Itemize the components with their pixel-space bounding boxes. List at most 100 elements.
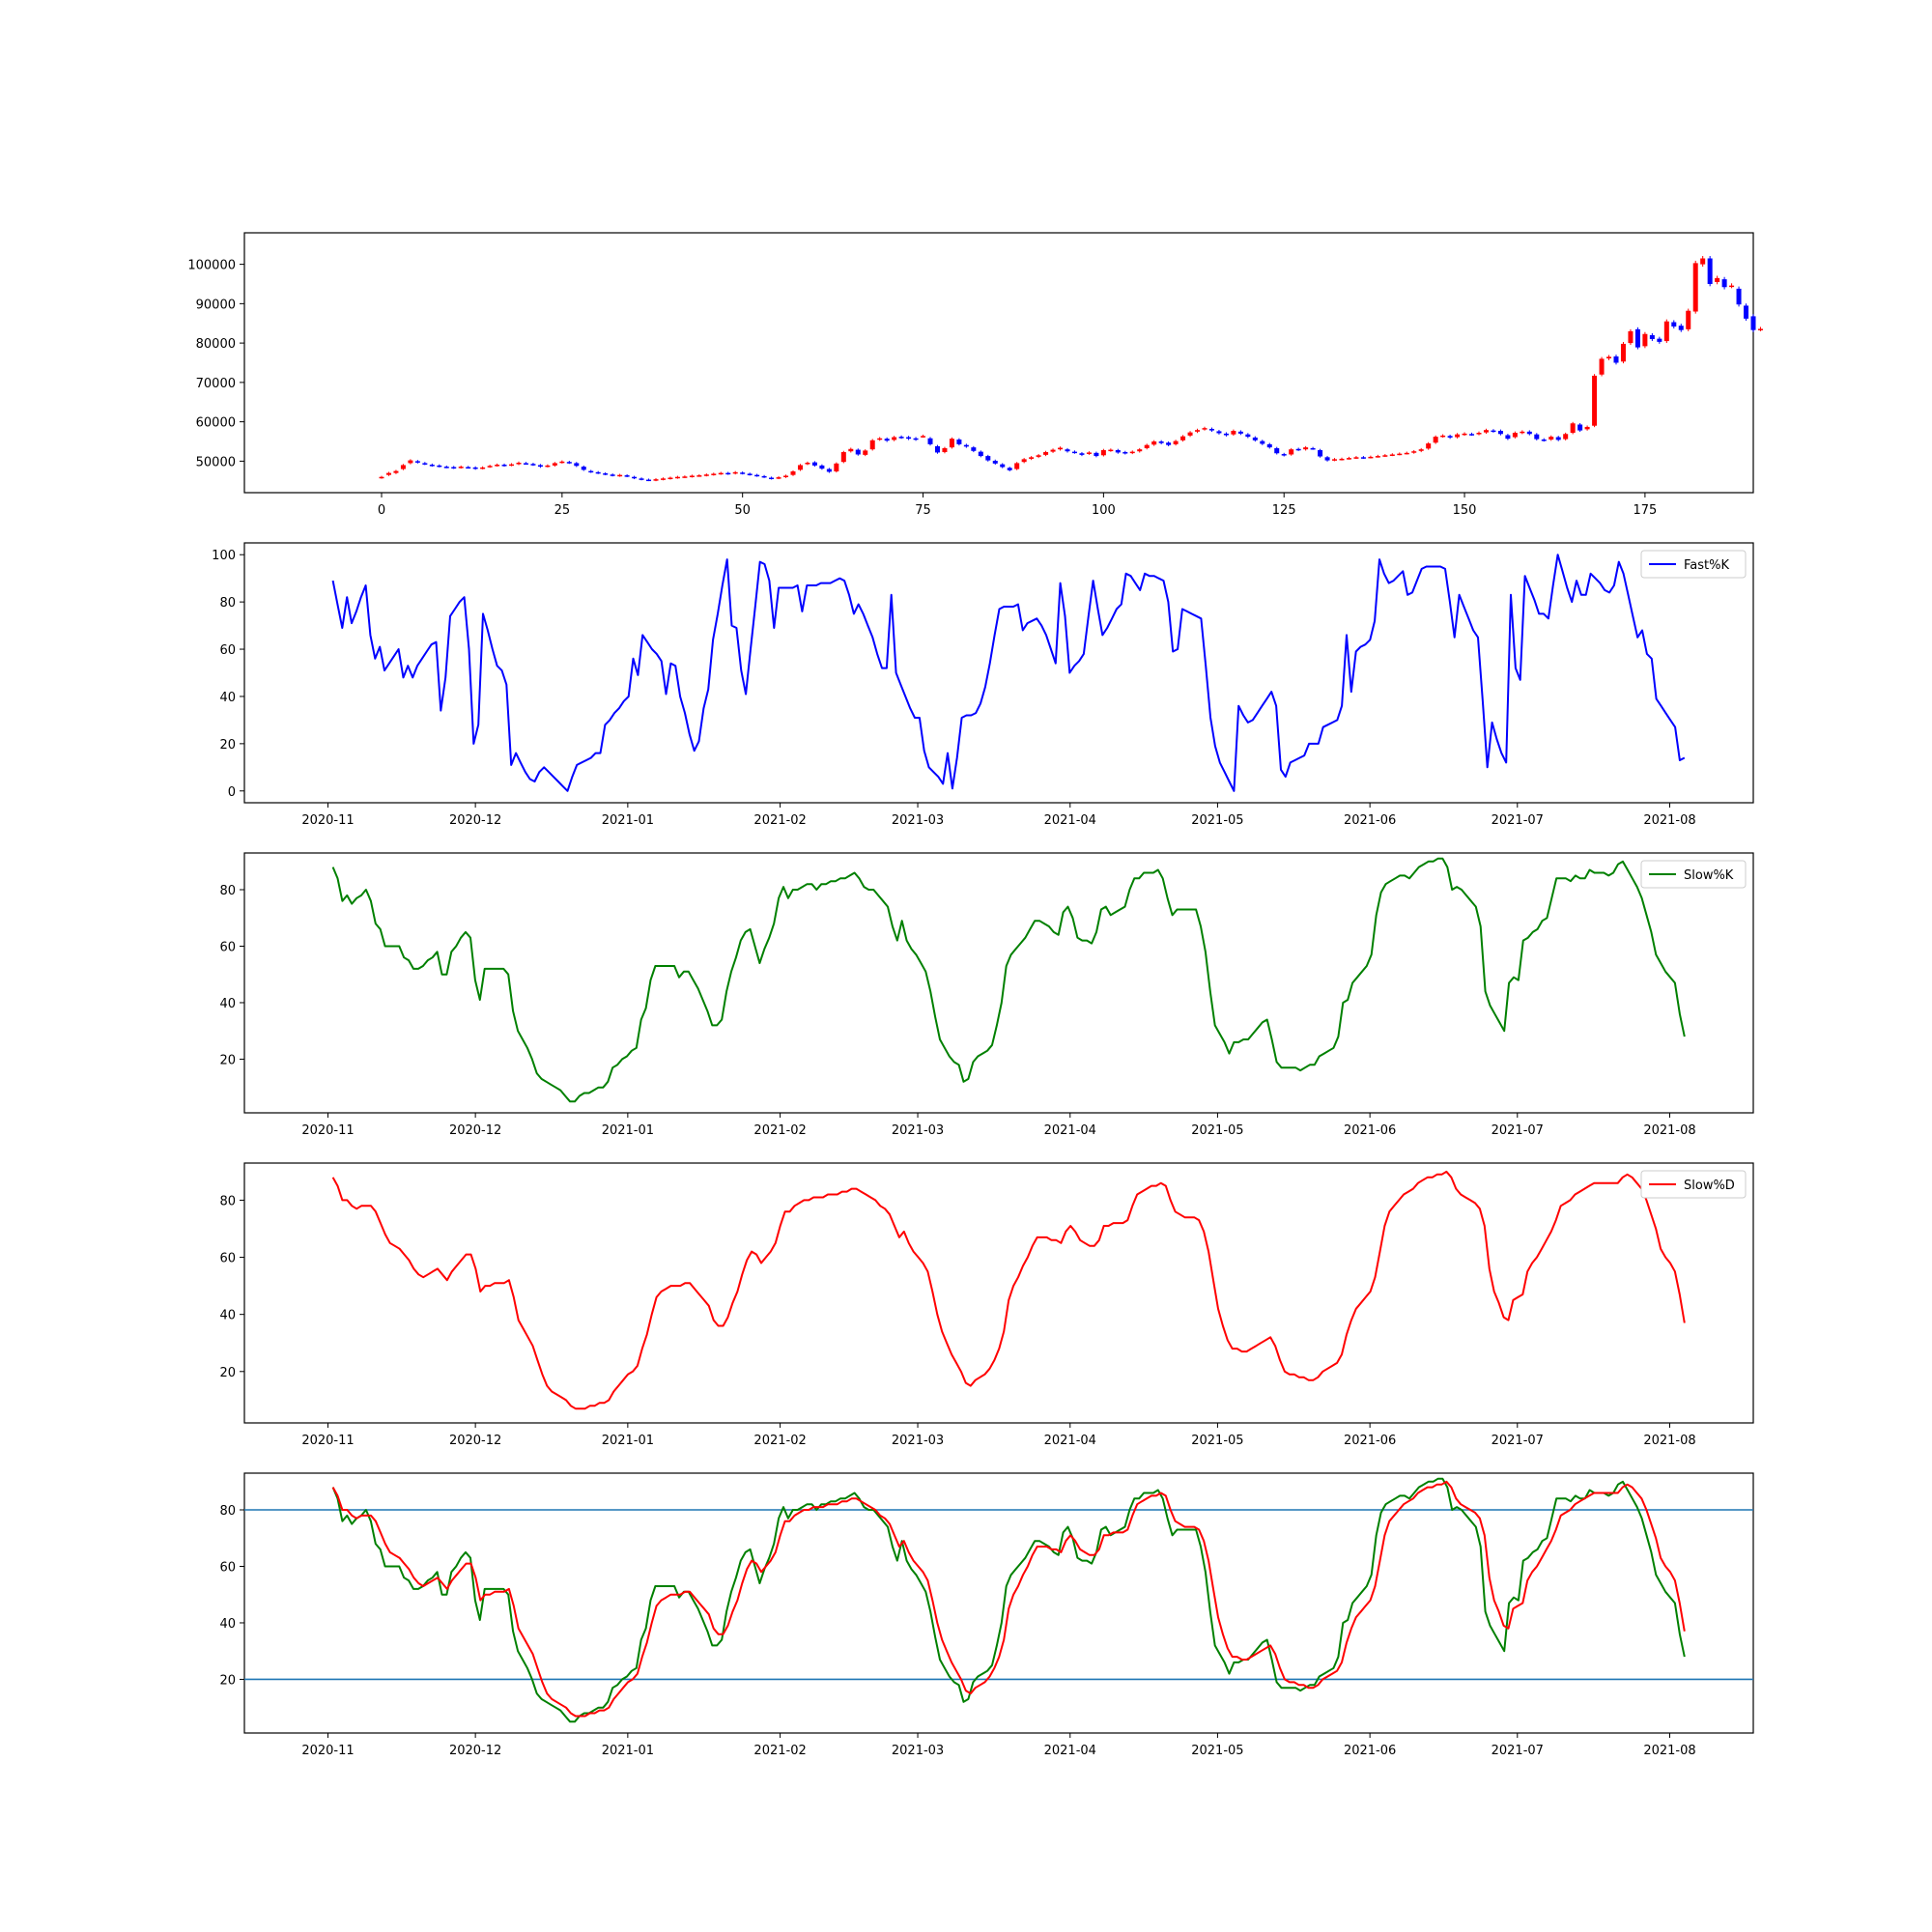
x-tick-label: 2021-03 bbox=[892, 1123, 944, 1138]
candle-body bbox=[1577, 424, 1583, 431]
candle-body bbox=[1137, 449, 1143, 452]
x-tick-label: 2021-01 bbox=[602, 1434, 654, 1448]
candle-body bbox=[1231, 431, 1236, 435]
candle-body bbox=[892, 437, 897, 440]
candle-body bbox=[1129, 451, 1135, 454]
candle-body bbox=[992, 460, 998, 464]
candle-body bbox=[1584, 426, 1590, 430]
candle-body bbox=[1079, 453, 1085, 455]
candle-body bbox=[855, 449, 861, 455]
candle-body bbox=[624, 475, 630, 477]
candle-body bbox=[530, 464, 536, 466]
candle-body bbox=[495, 465, 500, 467]
candle-body bbox=[1512, 433, 1518, 438]
x-tick-label: 2021-07 bbox=[1492, 1434, 1544, 1448]
candle-body bbox=[689, 475, 695, 477]
candle-body bbox=[1195, 430, 1201, 432]
x-tick-label: 2021-03 bbox=[892, 1744, 944, 1758]
series-line bbox=[331, 857, 1686, 1103]
candle-body bbox=[1555, 437, 1561, 440]
candle-body bbox=[776, 477, 781, 479]
series-line bbox=[331, 554, 1686, 792]
y-tick-label: 60 bbox=[219, 643, 236, 658]
candle-body bbox=[1180, 436, 1186, 440]
candle-body bbox=[537, 465, 543, 468]
candle-body bbox=[1750, 316, 1756, 330]
candle-body bbox=[1029, 457, 1035, 459]
candle-body bbox=[906, 437, 912, 440]
y-tick-label: 80000 bbox=[196, 337, 236, 352]
candle-body bbox=[1736, 288, 1742, 305]
candle-body bbox=[1303, 447, 1309, 450]
candle-body bbox=[805, 463, 810, 465]
slow-k-line bbox=[331, 1477, 1686, 1723]
candle-body bbox=[811, 462, 817, 466]
candle-body bbox=[1216, 431, 1222, 434]
candle-body bbox=[1548, 437, 1554, 440]
candle-body bbox=[1281, 454, 1287, 456]
candle-body bbox=[934, 445, 940, 453]
candle-body bbox=[848, 448, 854, 452]
candle-body bbox=[927, 438, 933, 444]
candle-body bbox=[414, 461, 420, 463]
x-tick-label: 2021-06 bbox=[1344, 1744, 1396, 1758]
candle-body bbox=[610, 474, 615, 476]
x-tick-label: 125 bbox=[1272, 503, 1296, 518]
candle-body bbox=[1274, 447, 1280, 454]
candle-body bbox=[1476, 433, 1482, 435]
candle-body bbox=[1426, 443, 1432, 449]
x-tick-label: 2020-11 bbox=[301, 1744, 354, 1758]
candle-body bbox=[985, 456, 991, 461]
x-tick-label: 2021-02 bbox=[753, 1744, 806, 1758]
candle-body bbox=[408, 460, 413, 464]
x-tick-label: 2021-02 bbox=[753, 1434, 806, 1448]
candle-body bbox=[1007, 468, 1012, 470]
y-tick-label: 100 bbox=[212, 549, 236, 563]
x-tick-label: 2020-11 bbox=[301, 1123, 354, 1138]
y-tick-label: 60 bbox=[219, 1252, 236, 1266]
candle-body bbox=[1339, 458, 1345, 461]
axes-frame-1 bbox=[243, 232, 1754, 494]
candle-body bbox=[834, 463, 839, 471]
candle-body bbox=[797, 465, 803, 470]
candle-body bbox=[1649, 334, 1655, 340]
candle-body bbox=[1166, 442, 1172, 445]
candle-body bbox=[1158, 441, 1164, 443]
candle-body bbox=[1065, 449, 1070, 452]
candle-body bbox=[1520, 431, 1525, 434]
candle-body bbox=[639, 478, 644, 480]
candle-body bbox=[1223, 433, 1229, 436]
candle-body bbox=[1455, 434, 1461, 438]
candle-body bbox=[682, 476, 688, 478]
candle-body bbox=[725, 472, 731, 475]
x-tick-label: 100 bbox=[1092, 503, 1116, 518]
x-tick-label: 2021-04 bbox=[1044, 1123, 1096, 1138]
x-tick-label: 2021-08 bbox=[1643, 1123, 1695, 1138]
candle-body bbox=[1447, 436, 1453, 438]
candle-body bbox=[1375, 456, 1380, 458]
candle-body bbox=[1686, 310, 1691, 329]
legend-box bbox=[1640, 860, 1747, 889]
candle-body bbox=[1433, 437, 1438, 443]
legend-box bbox=[1640, 550, 1747, 579]
candle-body bbox=[1497, 431, 1503, 435]
candle-body bbox=[668, 477, 673, 480]
x-tick-label: 2021-02 bbox=[753, 1123, 806, 1138]
candle-body bbox=[1620, 343, 1626, 362]
candle-body bbox=[1663, 321, 1669, 342]
candle-body bbox=[1505, 435, 1511, 440]
candle-body bbox=[1050, 449, 1056, 452]
candle-body bbox=[1318, 449, 1323, 457]
candle-body bbox=[1014, 463, 1020, 469]
x-tick-label: 2021-08 bbox=[1643, 813, 1695, 828]
y-tick-label: 50000 bbox=[196, 455, 236, 469]
candle-body bbox=[516, 463, 522, 465]
candle-body bbox=[956, 439, 962, 444]
candle-body bbox=[1411, 451, 1417, 453]
candle-body bbox=[466, 467, 471, 469]
x-tick-label: 2020-11 bbox=[301, 813, 354, 828]
candle-body bbox=[1628, 330, 1634, 344]
candle-body bbox=[400, 465, 406, 469]
series-line bbox=[331, 1170, 1686, 1410]
